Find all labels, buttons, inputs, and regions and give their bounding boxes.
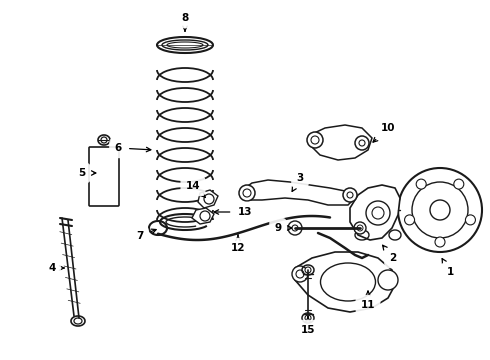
- Circle shape: [204, 194, 214, 204]
- Text: 13: 13: [214, 207, 252, 217]
- Polygon shape: [350, 185, 400, 240]
- Text: 14: 14: [186, 181, 205, 198]
- Circle shape: [307, 132, 323, 148]
- Circle shape: [416, 179, 426, 189]
- Circle shape: [466, 215, 475, 225]
- Polygon shape: [192, 208, 214, 224]
- Circle shape: [305, 315, 311, 321]
- Circle shape: [355, 136, 369, 150]
- Circle shape: [200, 211, 210, 221]
- Circle shape: [347, 192, 353, 198]
- Text: 7: 7: [136, 229, 156, 241]
- Circle shape: [101, 137, 107, 143]
- Polygon shape: [242, 180, 355, 205]
- Circle shape: [354, 222, 366, 234]
- Text: 12: 12: [231, 235, 245, 253]
- Text: 15: 15: [301, 317, 315, 335]
- Polygon shape: [295, 252, 395, 312]
- Text: 6: 6: [114, 143, 151, 153]
- Circle shape: [305, 267, 311, 273]
- Circle shape: [292, 266, 308, 282]
- Text: 4: 4: [49, 263, 64, 273]
- Circle shape: [454, 179, 464, 189]
- Text: 1: 1: [442, 258, 454, 277]
- Polygon shape: [310, 125, 372, 160]
- Circle shape: [435, 237, 445, 247]
- Circle shape: [343, 188, 357, 202]
- Circle shape: [288, 221, 302, 235]
- Circle shape: [372, 207, 384, 219]
- Circle shape: [412, 182, 468, 238]
- Circle shape: [359, 140, 365, 146]
- Polygon shape: [198, 190, 218, 208]
- Circle shape: [243, 189, 251, 197]
- Text: 9: 9: [274, 223, 292, 233]
- Circle shape: [292, 225, 298, 231]
- Text: 2: 2: [383, 245, 396, 263]
- Text: 8: 8: [181, 13, 189, 31]
- Circle shape: [405, 215, 415, 225]
- Circle shape: [296, 270, 304, 278]
- Circle shape: [366, 201, 390, 225]
- Circle shape: [357, 225, 363, 231]
- FancyBboxPatch shape: [89, 147, 119, 206]
- Text: 5: 5: [78, 168, 96, 178]
- Circle shape: [239, 185, 255, 201]
- Circle shape: [398, 168, 482, 252]
- Text: 10: 10: [373, 123, 395, 142]
- Circle shape: [378, 270, 398, 290]
- Circle shape: [430, 200, 450, 220]
- Text: 3: 3: [292, 173, 304, 192]
- Text: 11: 11: [361, 291, 375, 310]
- Circle shape: [311, 136, 319, 144]
